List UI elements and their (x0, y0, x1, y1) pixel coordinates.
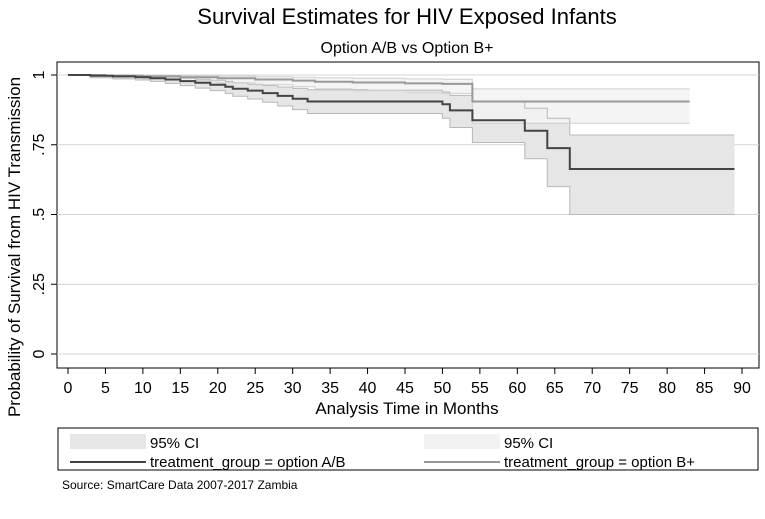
source-note: Source: SmartCare Data 2007-2017 Zambia (62, 478, 298, 492)
x-tick-label-9: 45 (396, 380, 414, 397)
survival-line-0 (68, 74, 735, 170)
legend-ci-label-ab: 95% CI (150, 435, 199, 452)
x-tick-label-8: 40 (359, 380, 377, 397)
legend-box (57, 427, 759, 471)
y-tick-label-1: .25 (31, 273, 48, 295)
ci-band-0 (68, 75, 735, 215)
x-tick-label-7: 35 (321, 380, 339, 397)
ci-band-1 (68, 75, 690, 124)
ci-lower-1 (68, 74, 690, 124)
survival-curves (68, 74, 735, 215)
legend-line-label-bplus: treatment_group = option B+ (504, 454, 695, 471)
y-tick-label-4: 1 (31, 70, 48, 79)
chart-title: Survival Estimates for HIV Exposed Infan… (197, 4, 616, 29)
x-tick-label-5: 25 (246, 380, 264, 397)
chart-subtitle: Option A/B vs Option B+ (321, 40, 494, 57)
ci-upper-1 (68, 74, 690, 90)
x-tick-label-15: 75 (621, 380, 639, 397)
ci-lower-0 (68, 74, 735, 215)
legend: 95% CI 95% CI treatment_group = option A… (57, 427, 759, 471)
x-tick-label-11: 55 (471, 380, 489, 397)
legend-ci-swatch-bplus (424, 434, 500, 449)
x-axis: 0 5 10 15 20 25 30 35 40 45 50 55 60 65 70 75 80 85 90 (64, 368, 751, 397)
ci-bands (68, 75, 735, 215)
legend-ci-swatch-ab (70, 434, 146, 449)
x-tick-label-1: 5 (101, 380, 110, 397)
x-tick-label-13: 65 (546, 380, 564, 397)
y-tick-label-0: 0 (31, 349, 48, 358)
x-tick-label-10: 50 (434, 380, 452, 397)
x-tick-label-12: 60 (508, 380, 526, 397)
y-axis: 0 .25 .5 .75 1 (31, 70, 57, 358)
legend-line-label-ab: treatment_group = option A/B (150, 454, 346, 471)
x-tick-label-2: 10 (134, 380, 152, 397)
x-tick-label-3: 15 (171, 380, 189, 397)
y-tick-label-3: .75 (31, 134, 48, 156)
x-tick-label-14: 70 (583, 380, 601, 397)
legend-ci-label-bplus: 95% CI (504, 435, 553, 452)
x-tick-label-16: 80 (658, 380, 676, 397)
y-tick-label-2: .5 (31, 208, 48, 221)
x-tick-label-0: 0 (64, 380, 73, 397)
x-tick-label-4: 20 (209, 380, 227, 397)
y-axis-label: Probability of Survival from HIV Transmi… (5, 77, 24, 417)
x-tick-label-18: 90 (733, 380, 751, 397)
x-axis-label: Analysis Time in Months (315, 399, 498, 418)
x-tick-label-6: 30 (284, 380, 302, 397)
x-tick-label-17: 85 (696, 380, 714, 397)
